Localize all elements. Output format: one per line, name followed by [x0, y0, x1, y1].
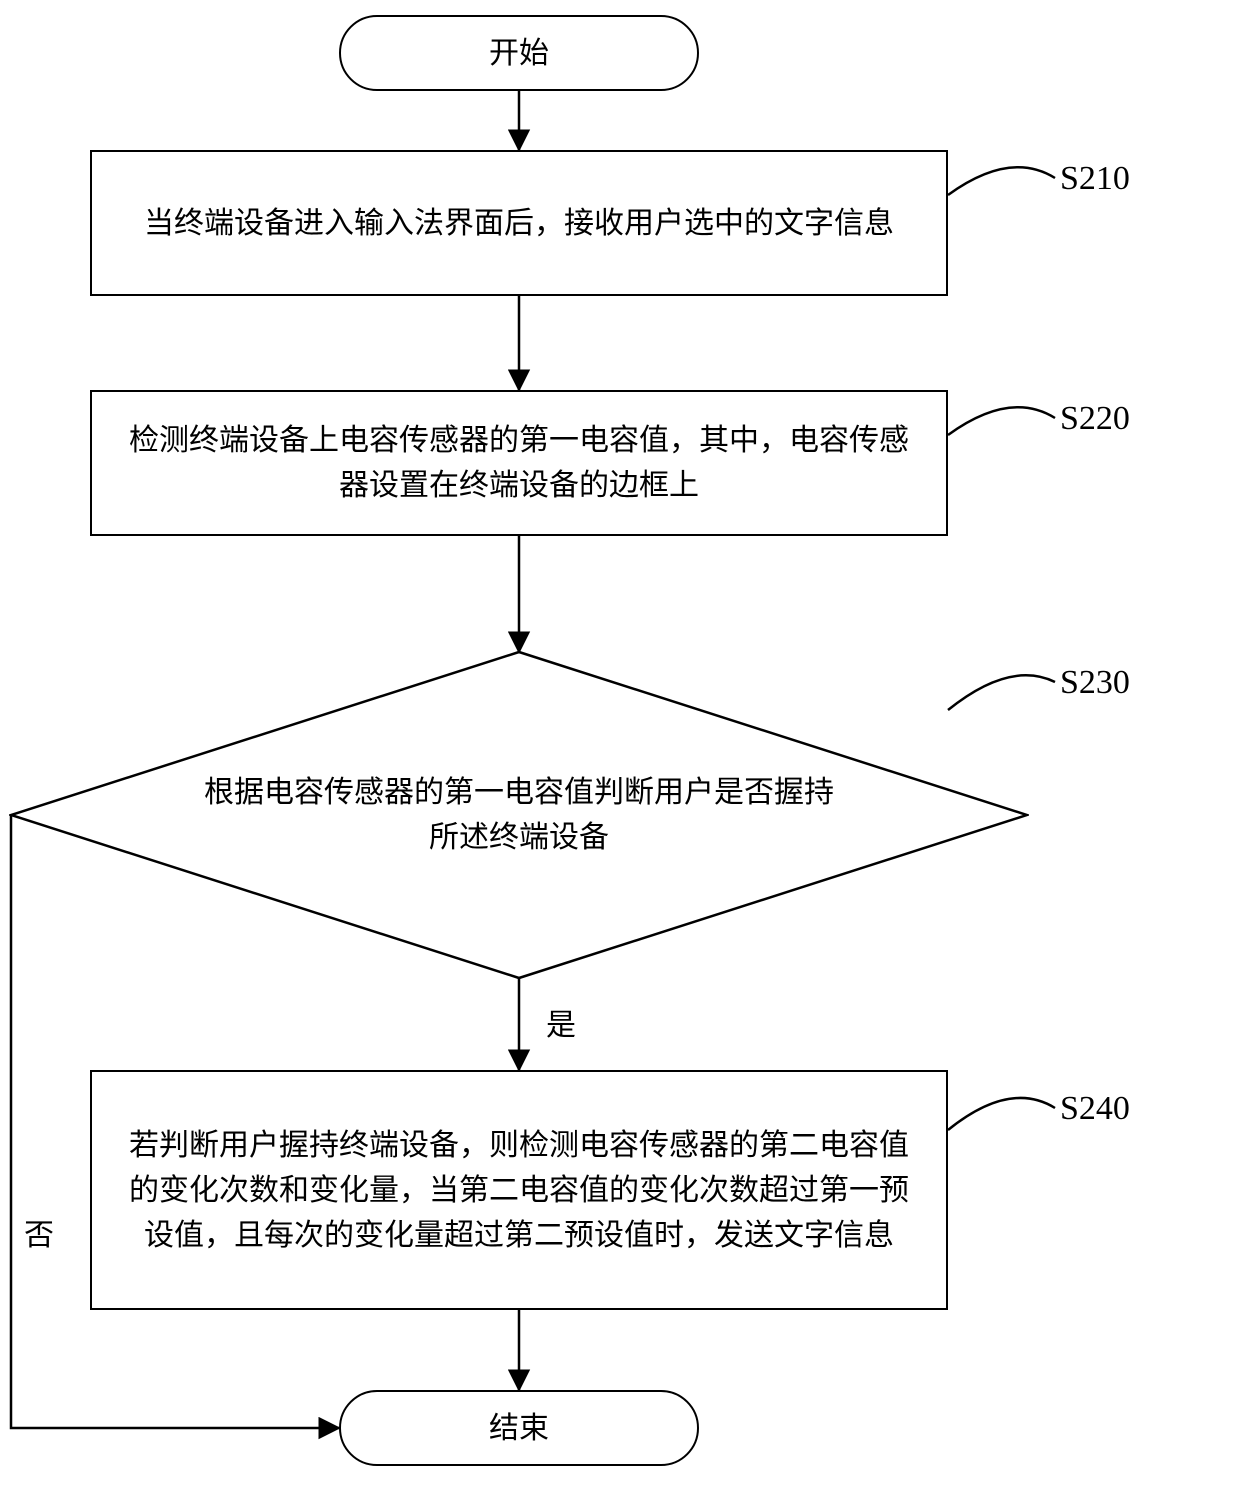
edge-label-no: 否: [24, 1210, 54, 1254]
decision-s230-text: 根据电容传感器的第一电容值判断用户是否握持所述终端设备: [199, 770, 839, 860]
end-terminator: 结束: [339, 1390, 699, 1466]
process-s210: 当终端设备进入输入法界面后，接收用户选中的文字信息: [90, 150, 948, 296]
label-connector-s220: [948, 407, 1055, 435]
start-terminator: 开始: [339, 15, 699, 91]
process-s240-text: 若判断用户握持终端设备，则检测电容传感器的第二电容值的变化次数和变化量，当第二电…: [122, 1123, 916, 1258]
process-s220-text: 检测终端设备上电容传感器的第一电容值，其中，电容传感器设置在终端设备的边框上: [122, 418, 916, 508]
process-s220: 检测终端设备上电容传感器的第一电容值，其中，电容传感器设置在终端设备的边框上: [90, 390, 948, 536]
step-label-s230: S230: [1060, 664, 1130, 702]
step-label-s240: S240: [1060, 1090, 1130, 1128]
label-connector-s240: [948, 1098, 1055, 1130]
process-s210-text: 当终端设备进入输入法界面后，接收用户选中的文字信息: [144, 201, 894, 246]
label-connector-s210: [948, 167, 1055, 195]
end-label: 结束: [489, 1406, 549, 1451]
step-label-s210: S210: [1060, 160, 1130, 198]
start-label: 开始: [489, 31, 549, 76]
process-s240: 若判断用户握持终端设备，则检测电容传感器的第二电容值的变化次数和变化量，当第二电…: [90, 1070, 948, 1310]
edge-label-yes: 是: [546, 1000, 576, 1044]
step-label-s220: S220: [1060, 400, 1130, 438]
decision-s230: 根据电容传感器的第一电容值判断用户是否握持所述终端设备: [9, 650, 1029, 980]
